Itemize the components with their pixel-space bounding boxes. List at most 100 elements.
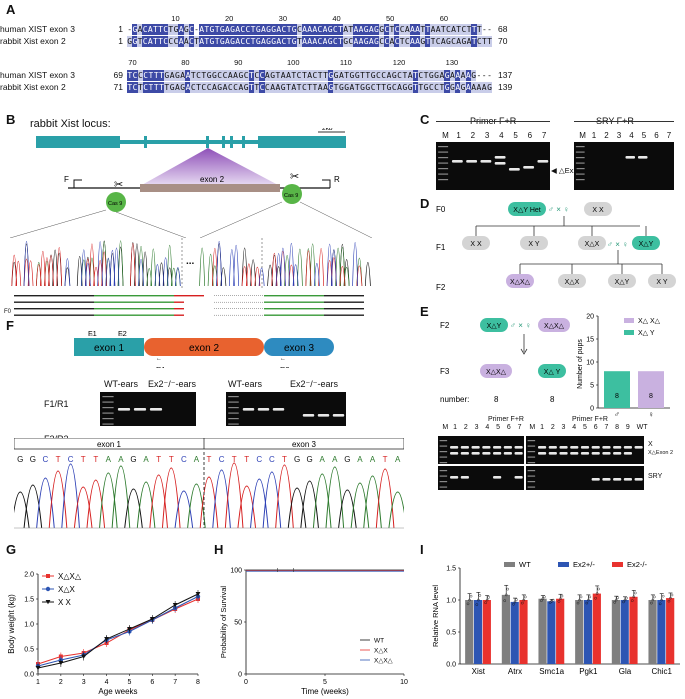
data-point <box>478 594 482 597</box>
legend-swatch-my <box>624 330 634 335</box>
rabbit-base: T <box>296 82 302 93</box>
ladder-band <box>439 486 448 488</box>
node-e-parent-f: X△X△ <box>538 318 570 332</box>
lane-label: 4 <box>629 131 634 140</box>
base-peak <box>174 490 194 529</box>
human-base: - <box>127 24 133 35</box>
human-base: G <box>174 70 181 81</box>
rabbit-seq-label: rabbit Xist exon 2 <box>0 36 66 46</box>
data-point <box>515 598 518 601</box>
bar-Gla-0 <box>611 600 620 664</box>
base-peak <box>86 479 106 529</box>
gel-band <box>613 446 622 449</box>
x-tick-label: Atrx <box>508 667 522 676</box>
cross-symbol: ♂ × ♀ <box>548 205 569 214</box>
rabbit-base: A <box>322 36 328 47</box>
human-base: G <box>173 24 179 35</box>
bar-data-label: 8 <box>615 393 619 400</box>
human-base: C <box>317 24 323 35</box>
gel-band <box>471 452 480 455</box>
human-base: T <box>250 24 256 35</box>
read-segment <box>324 301 364 303</box>
data-point <box>594 596 597 600</box>
rabbit-base: T <box>439 82 445 93</box>
ladder-band <box>439 462 448 464</box>
base-call: T <box>93 455 98 464</box>
human-base: A <box>342 24 349 35</box>
gel-band <box>482 446 491 449</box>
gel-band <box>242 408 255 411</box>
gel-band <box>302 414 315 417</box>
rabbit-base: A <box>147 36 153 47</box>
ladder-band <box>527 486 536 488</box>
exon-7-block <box>258 136 346 148</box>
exon-1-block <box>36 136 120 148</box>
human-base: A <box>147 24 153 35</box>
bar-Chic1-1 <box>657 600 666 664</box>
human-base: T <box>286 24 292 35</box>
rabbit-base: C <box>450 36 457 47</box>
rabbit-base: T <box>285 82 292 93</box>
data-point <box>622 600 625 604</box>
ladder-band <box>102 407 114 409</box>
rabbit-base: G <box>343 82 350 93</box>
point <box>81 654 87 659</box>
rabbit-base: A <box>269 82 276 93</box>
gel-e-xd-label: X△Exon 2 <box>648 450 674 456</box>
rabbit-base: A <box>440 36 447 47</box>
data-point <box>513 600 517 604</box>
panel-b-reads <box>14 295 364 316</box>
gel-c-right-rule <box>574 121 674 122</box>
ruler-tick: 50 <box>386 14 395 23</box>
human-base: T <box>420 24 426 35</box>
human-base: G <box>328 70 334 81</box>
data-point <box>585 601 589 605</box>
base-peak <box>199 476 219 529</box>
human-base: - <box>476 70 482 81</box>
exon-header-box <box>14 438 404 450</box>
lane-label: 7 <box>604 424 609 431</box>
rabbit-base: C <box>142 82 149 93</box>
human-base: A <box>169 70 175 81</box>
x-tick-label: 5 <box>127 679 131 686</box>
base-peak <box>224 462 244 529</box>
gel-e-left-bottom <box>438 466 524 490</box>
rabbit-base: C <box>428 82 435 93</box>
scale-label: 2kb <box>322 128 333 132</box>
legend-marker <box>46 574 50 578</box>
ruler-tick: 60 <box>439 14 449 23</box>
rabbit-base: C <box>188 36 195 47</box>
gel-band <box>149 408 163 411</box>
bar-Smc1a-0 <box>538 598 547 664</box>
human-base: C <box>195 70 202 81</box>
gel-band <box>460 452 469 455</box>
exon-4-block <box>222 136 225 148</box>
rabbit-base: G <box>363 36 369 47</box>
lane-label: 2 <box>470 131 476 140</box>
legend-label: WT <box>374 638 384 645</box>
human-base: G <box>378 24 385 35</box>
human-base: - <box>486 24 493 35</box>
human-base: G <box>333 70 339 81</box>
base-call: A <box>395 455 401 464</box>
rabbit-base: G <box>445 36 452 47</box>
lane-label: 5 <box>513 131 518 140</box>
human-base: T <box>214 24 220 35</box>
rabbit-base: T <box>312 82 318 93</box>
base-call: C <box>219 455 225 464</box>
svg-text:X Y: X Y <box>528 241 539 248</box>
rabbit-base: A <box>349 82 355 93</box>
exon-2-box <box>144 338 264 356</box>
x-axis-label: Age weeks <box>98 687 137 696</box>
base-peak <box>36 477 55 529</box>
rabbit-base: A <box>224 36 231 47</box>
human-base: A <box>260 24 267 35</box>
rabbit-base: C <box>206 82 212 93</box>
base-call: T <box>156 455 161 464</box>
ladder-band <box>527 462 536 464</box>
bar-1 <box>638 371 664 408</box>
human-base: C <box>461 24 467 35</box>
y-tick-label: 15 <box>586 337 594 344</box>
x-tick-label: Xist <box>472 667 486 676</box>
rabbit-base: C <box>264 82 271 93</box>
